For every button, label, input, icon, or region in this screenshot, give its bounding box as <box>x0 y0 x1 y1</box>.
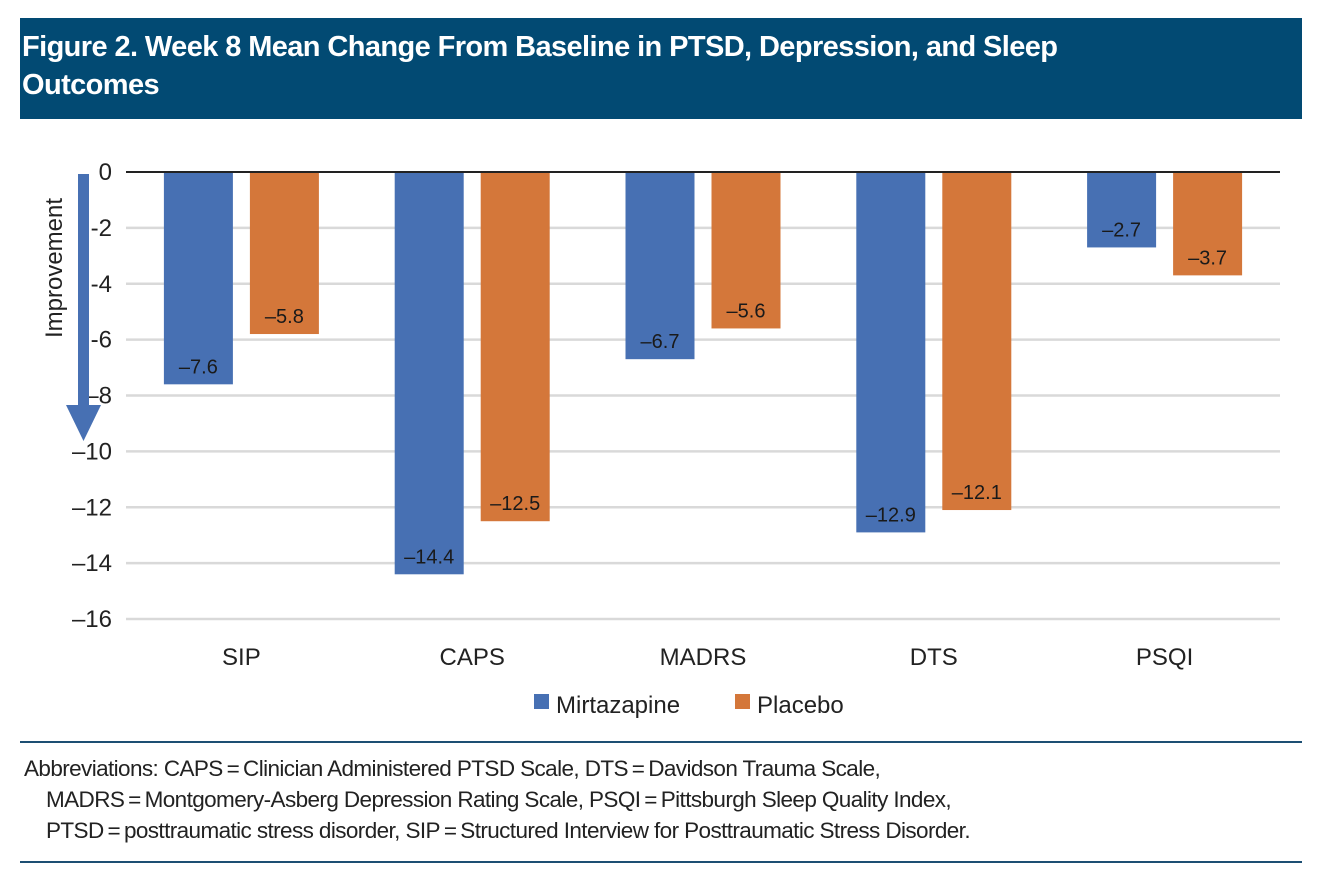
bar-placebo-dts <box>942 172 1012 511</box>
legend-label-placebo: Placebo <box>757 692 844 719</box>
data-label: –12.1 <box>952 482 1002 504</box>
figure-title-line-1: Figure 2. Week 8 Mean Change From Baseli… <box>22 31 1058 63</box>
x-tick-label: PSQI <box>1136 644 1193 671</box>
y-tick-label: -6 <box>91 327 112 354</box>
x-tick-label: CAPS <box>440 644 505 671</box>
improvement-arrow-head-icon <box>66 405 101 441</box>
data-label: –7.6 <box>179 356 218 378</box>
bar-placebo-psqi <box>1173 172 1243 276</box>
improvement-arrow-shaft <box>78 174 89 410</box>
y-tick-label: –12 <box>72 494 112 521</box>
legend-swatch-mirtazapine <box>534 694 549 709</box>
x-tick-label: MADRS <box>660 644 747 671</box>
data-label: –12.9 <box>866 504 916 526</box>
bar-placebo-caps <box>480 172 550 522</box>
data-label: –5.6 <box>727 300 766 322</box>
bar-data-labels: –7.6 –5.8 –14.4 –12.5 –6.7 –5.6 –12.9 –12.1 –2.7… <box>179 219 1227 568</box>
data-label: –2.7 <box>1102 219 1141 241</box>
bar-chart: 0-2-4-6–8–10–12–14–16 –7.6–5.8–14.4–12.5… <box>41 159 1280 719</box>
footnote-line: Abbreviations: CAPS = Clinician Administ… <box>24 756 881 781</box>
y-tick-label: -4 <box>91 271 112 298</box>
figure-title: Figure 2. Week 8 Mean Change From Baseli… <box>22 28 1302 104</box>
x-tick-label: SIP <box>222 644 261 671</box>
y-axis-label-group: Improvement <box>41 174 101 441</box>
footnote-line: PTSD = posttraumatic stress disorder, SI… <box>46 818 971 843</box>
bar-mirtazapine-sip <box>163 172 233 385</box>
footnote-top-rule <box>20 741 1302 743</box>
data-label: –5.8 <box>265 306 304 328</box>
bar-mirtazapine-caps <box>394 172 464 575</box>
y-tick-label: 0 <box>99 159 112 186</box>
legend-label-mirtazapine: Mirtazapine <box>556 692 680 719</box>
data-label: –6.7 <box>641 331 680 353</box>
footnote-line: MADRS = Montgomery-Asberg Depression Rat… <box>46 787 952 812</box>
y-tick-label: –14 <box>72 550 112 577</box>
bars <box>163 172 1243 575</box>
data-label: –3.7 <box>1188 247 1227 269</box>
footnote-bottom-rule <box>20 861 1302 863</box>
legend: Mirtazapine Placebo <box>534 692 844 719</box>
bar-placebo-sip <box>249 172 319 335</box>
figure-header: Figure 2. Week 8 Mean Change From Baseli… <box>20 18 1302 119</box>
y-axis-ticks: 0-2-4-6–8–10–12–14–16 <box>72 159 112 633</box>
data-label: –14.4 <box>404 546 454 568</box>
data-label: –12.5 <box>490 493 540 515</box>
bar-placebo-madrs <box>711 172 781 329</box>
bar-mirtazapine-psqi <box>1087 172 1157 248</box>
y-tick-label: -2 <box>91 215 112 242</box>
x-axis-ticks: SIP CAPS MADRS DTS PSQI <box>222 644 1193 671</box>
abbreviations-footnote: Abbreviations: CAPS = Clinician Administ… <box>24 753 1314 846</box>
y-axis-label: Improvement <box>41 198 68 338</box>
bar-mirtazapine-madrs <box>625 172 695 360</box>
bar-mirtazapine-dts <box>856 172 926 533</box>
x-tick-label: DTS <box>910 644 958 671</box>
legend-swatch-placebo <box>735 694 750 709</box>
y-tick-label: –10 <box>72 438 112 465</box>
figure-title-line-2: Outcomes <box>22 69 160 101</box>
y-tick-label: –16 <box>72 606 112 633</box>
